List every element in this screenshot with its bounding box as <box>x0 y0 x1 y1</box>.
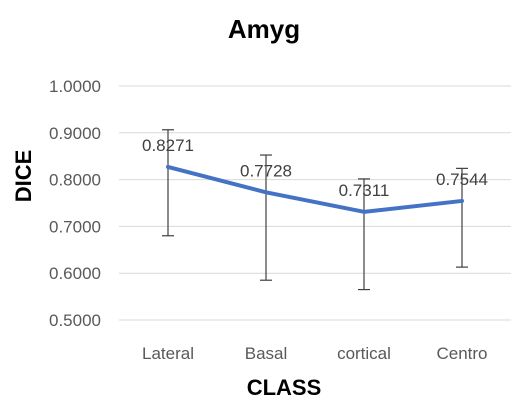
x-axis-ticks: Lateral Basal cortical Centro <box>142 344 488 363</box>
series-layer <box>166 164 464 214</box>
data-label: 0.7728 <box>240 161 292 180</box>
y-tick-label: 1.0000 <box>49 77 101 96</box>
x-tick-label: cortical <box>337 344 391 363</box>
gridlines <box>119 85 511 321</box>
x-tick-label: Lateral <box>142 344 194 363</box>
series-line <box>166 164 464 214</box>
y-tick-label: 0.7000 <box>49 217 101 236</box>
y-tick-label: 0.9000 <box>49 124 101 143</box>
x-axis-title: CLASS <box>247 375 322 400</box>
y-tick-label: 0.5000 <box>49 311 101 330</box>
chart-title: Amyg <box>228 14 300 44</box>
error-bars <box>162 129 468 291</box>
y-axis-title: DICE <box>11 150 36 203</box>
y-tick-label: 0.6000 <box>49 264 101 283</box>
data-label: 0.7311 <box>339 181 390 200</box>
x-tick-label: Centro <box>436 344 487 363</box>
data-label: 0.8271 <box>142 136 194 155</box>
data-label: 0.7544 <box>436 170 488 189</box>
y-tick-label: 0.8000 <box>49 171 101 190</box>
x-tick-label: Basal <box>245 344 288 363</box>
y-axis-ticks: 0.5000 0.6000 0.7000 0.8000 0.9000 1.0000 <box>49 77 101 330</box>
data-labels: 0.8271 0.7728 0.7311 0.7544 <box>142 136 488 200</box>
